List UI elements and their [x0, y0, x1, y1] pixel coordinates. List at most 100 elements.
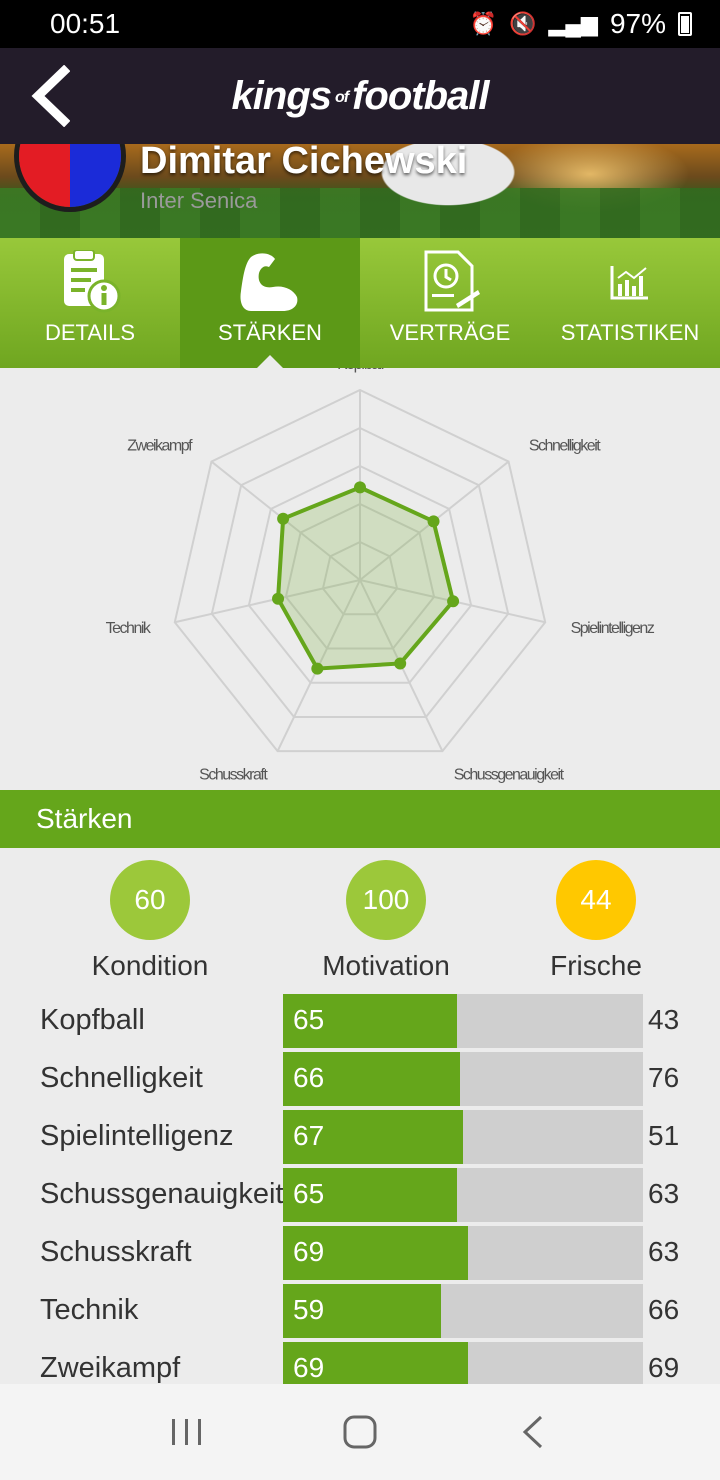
- attribute-value: 69: [293, 1236, 325, 1267]
- back-nav-button[interactable]: [493, 1392, 573, 1472]
- attribute-bar-fill: 66: [283, 1052, 460, 1106]
- attribute-name: Spielintelligenz: [40, 1120, 234, 1152]
- kondition-label: Kondition: [91, 950, 209, 981]
- signal-icon: ▂▄▆: [548, 11, 598, 36]
- motivation-badge: 100: [346, 860, 426, 940]
- player-photo: [360, 144, 580, 238]
- attribute-bar-fill: 65: [283, 1168, 458, 1222]
- radar-point-kopfball: [354, 481, 366, 494]
- tab-vertraege[interactable]: VERTRÄGE: [360, 238, 540, 368]
- radar-grid-ring: [247, 464, 473, 684]
- document-info-icon: [64, 250, 121, 313]
- home-button[interactable]: [320, 1392, 400, 1472]
- attribute-value: 66: [293, 1062, 325, 1093]
- radar-point-schnelligkeit: [427, 515, 440, 528]
- alarm-icon: ⏰: [469, 11, 498, 36]
- player-name: Dimitar Cichewski: [140, 144, 468, 182]
- radar-axis-label: Kopfball: [337, 368, 384, 373]
- battery-icon: [678, 12, 692, 36]
- radar-axis-label: Schusskraft: [199, 767, 268, 784]
- radar-point-technik: [272, 592, 285, 605]
- tab-bar: DETAILS STÄRKEN VERTRÄGE: [0, 238, 720, 369]
- section-header: Stärken: [0, 790, 720, 848]
- attribute-bar-track: 59: [283, 1284, 643, 1338]
- attribute-bar-fill: 69: [283, 1226, 468, 1280]
- attribute-row: Schnelligkeit 66 76: [0, 1052, 720, 1110]
- attribute-bar-track: 66: [283, 1052, 643, 1106]
- radar-axis-label: Spielintelligenz: [571, 620, 655, 637]
- radar-axis-label: Technik: [106, 620, 152, 637]
- status-bar: 00:51 ⏰ 🔇 ▂▄▆ 97%: [0, 0, 720, 48]
- radar-axis-label: Schnelligkeit: [529, 437, 601, 454]
- battery-percent: 97%: [609, 8, 666, 39]
- frische-badge: 44: [556, 860, 636, 940]
- tab-staerken[interactable]: STÄRKEN: [180, 238, 360, 369]
- attribute-compare-value: 51: [648, 1120, 680, 1151]
- tab-statistiken-label: STATISTIKEN: [560, 320, 700, 345]
- attribute-row: Schusskraft 69 63: [0, 1226, 720, 1284]
- recent-apps-button[interactable]: [147, 1392, 227, 1472]
- section-title: Stärken: [36, 803, 133, 834]
- radar-point-zweikampf: [277, 512, 290, 525]
- attribute-name: Technik: [40, 1294, 139, 1326]
- attribute-value: 65: [293, 1004, 325, 1035]
- radar-area: [275, 485, 456, 671]
- tab-details-label: DETAILS: [44, 320, 136, 345]
- radar-grid-ring: [210, 426, 510, 718]
- attribute-bar-fill: 59: [283, 1284, 442, 1338]
- radar-point-spielintelligenz: [447, 595, 460, 608]
- logo-football: football: [352, 73, 489, 118]
- attribute-row: Kopfball 65 43: [0, 994, 720, 1052]
- back-button[interactable]: [20, 62, 80, 130]
- attribute-compare-value: 69: [648, 1352, 680, 1383]
- attribute-bars: Kopfball 65 43 Schnelligkeit 66 76 Spielintell…: [0, 994, 720, 1384]
- tab-statistiken[interactable]: STATISTIKEN: [540, 238, 720, 368]
- summary-stats: 60 Kondition 100 Motivation 44 Frische: [0, 860, 720, 990]
- motivation-label: Motivation: [322, 950, 450, 981]
- radar-grid-ring: [284, 502, 436, 650]
- back-nav-icon: [523, 1415, 543, 1449]
- attribute-row: Technik 59 66: [0, 1284, 720, 1342]
- attribute-value: 65: [293, 1178, 325, 1209]
- chevron-left-icon: [31, 65, 70, 127]
- radar-point-schusskraft: [311, 662, 324, 675]
- app-bar: kings of football: [0, 48, 720, 144]
- contract-clock-icon: [424, 250, 480, 312]
- radar-axis-label: Zweikampf: [127, 437, 193, 454]
- app-logo: kings of football: [231, 73, 489, 119]
- tab-staerken-label: STÄRKEN: [218, 320, 322, 345]
- radar-point-schussgenauigkeit: [394, 657, 407, 670]
- attribute-bar-track: 67: [283, 1110, 643, 1164]
- radar-axis-label: Schussgenauigkeit: [454, 767, 565, 784]
- logo-kings: kings: [231, 73, 331, 118]
- attribute-compare-value: 66: [648, 1294, 680, 1325]
- attribute-compare-value: 43: [648, 1004, 680, 1035]
- attribute-bar-track: 69: [283, 1342, 643, 1384]
- kondition-badge: 60: [110, 860, 190, 940]
- radar-grid-ring: [321, 540, 399, 616]
- attribute-value: 67: [293, 1120, 325, 1151]
- attribute-compare-value: 76: [648, 1062, 680, 1093]
- attribute-name: Zweikampf: [40, 1352, 181, 1384]
- attribute-bar-fill: 65: [283, 994, 458, 1048]
- status-icons: ⏰ 🔇 ▂▄▆ 97%: [470, 8, 692, 40]
- attribute-row: Zweikampf 69 69: [0, 1342, 720, 1384]
- attribute-bar-fill: 67: [283, 1110, 463, 1164]
- frische-label: Frische: [550, 950, 642, 981]
- attribute-value: 69: [293, 1352, 325, 1383]
- attribute-name: Kopfball: [40, 1004, 145, 1036]
- attribute-compare-value: 63: [648, 1236, 680, 1267]
- team-name[interactable]: Inter Senica: [140, 188, 258, 213]
- player-header: Dimitar Cichewski Inter Senica: [0, 144, 720, 238]
- attribute-bar-track: 69: [283, 1226, 643, 1280]
- tab-details[interactable]: DETAILS: [0, 238, 180, 368]
- attribute-compare-value: 63: [648, 1178, 680, 1209]
- tab-vertraege-label: VERTRÄGE: [389, 320, 511, 345]
- strengths-radar-chart: Kopfball Schnelligkeit Spielintelligenz Sch…: [106, 368, 657, 784]
- radar-grid-ring: [173, 388, 547, 753]
- motivation-value: 100: [362, 884, 410, 915]
- attribute-bar-fill: 69: [283, 1342, 468, 1384]
- frische-value: 44: [580, 884, 612, 915]
- radar-spoke: [174, 579, 361, 624]
- bar-chart-icon: [610, 266, 648, 300]
